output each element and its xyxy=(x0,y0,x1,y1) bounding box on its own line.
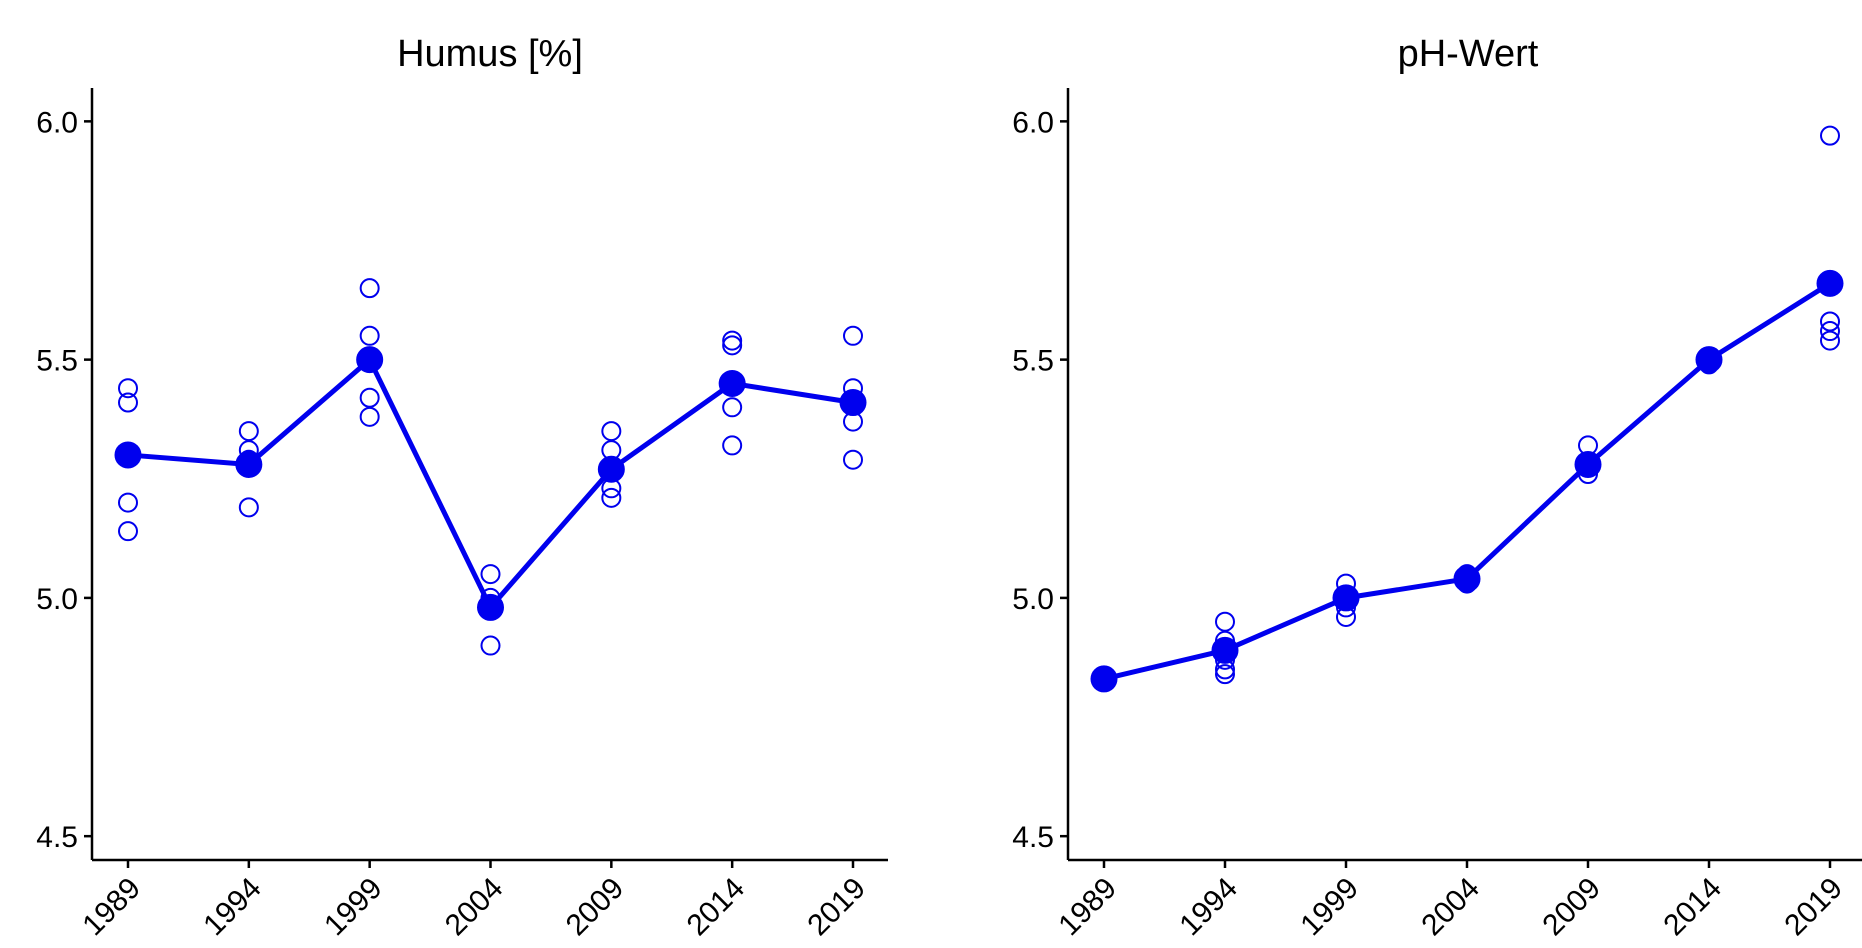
x-tick-label: 1994 xyxy=(197,872,268,943)
observation-point xyxy=(238,421,259,442)
mean-point xyxy=(1453,565,1481,593)
x-tick-label: 2004 xyxy=(439,872,510,943)
observation-point xyxy=(359,278,380,299)
mean-point xyxy=(597,455,625,483)
observation-point xyxy=(601,421,622,442)
y-tick-label: 5.5 xyxy=(36,345,78,378)
observation-point xyxy=(118,521,138,542)
y-tick-label: 5.5 xyxy=(1012,345,1054,378)
mean-point xyxy=(477,593,504,621)
observation-point xyxy=(359,325,380,346)
observation-point xyxy=(480,635,501,656)
observation-point xyxy=(1820,125,1840,146)
observation-point xyxy=(1820,321,1840,342)
observation-point xyxy=(1820,311,1840,332)
x-tick-label: 2019 xyxy=(1778,872,1849,943)
chart-title: Humus [%] xyxy=(397,33,583,75)
chart-title: pH-Wert xyxy=(1398,33,1539,75)
x-tick-label: 2014 xyxy=(681,872,752,943)
mean-point xyxy=(1090,665,1118,693)
y-tick-label: 5.0 xyxy=(1012,583,1054,616)
x-tick-label: 2004 xyxy=(1415,872,1486,943)
chart-panel-1: Humus [%] 4.5 5.0 5.5 6.0 1989 1994 1999 2004 200… xyxy=(36,33,888,942)
mean-point xyxy=(235,450,263,478)
y-tick-label: 4.5 xyxy=(1012,821,1054,854)
observation-point xyxy=(722,397,743,418)
x-tick-label: 1989 xyxy=(1052,872,1123,943)
observation-point xyxy=(722,330,743,351)
observation-point xyxy=(118,392,138,413)
series-line xyxy=(1103,281,1832,682)
mean-point xyxy=(1211,636,1239,664)
x-tick-label: 2019 xyxy=(801,872,872,943)
series-line xyxy=(127,357,854,610)
mean-point xyxy=(1574,450,1602,478)
x-tick-label: 1999 xyxy=(1294,872,1365,943)
mean-point xyxy=(356,346,384,374)
mean-point xyxy=(718,369,746,397)
x-tick-label: 2009 xyxy=(560,872,631,943)
mean-point xyxy=(114,441,142,469)
mean-point xyxy=(1816,269,1844,297)
observation-point xyxy=(1820,330,1840,351)
observation-point xyxy=(359,387,380,408)
mean-point xyxy=(1695,346,1723,374)
y-tick-label: 5.0 xyxy=(36,583,78,616)
observation-point xyxy=(601,487,622,508)
x-tick-label: 1989 xyxy=(76,872,147,943)
observation-point xyxy=(1215,664,1235,685)
observation-point xyxy=(843,449,863,470)
chart-panel-2: pH-Wert 4.5 5.0 5.5 6.0 1989 1994 1999 2004 2009 2… xyxy=(1012,33,1862,942)
y-tick-label: 6.0 xyxy=(36,106,78,139)
y-tick-label: 4.5 xyxy=(36,821,78,854)
observation-point xyxy=(722,435,743,456)
x-tick-label: 2014 xyxy=(1657,872,1728,943)
y-tick-label: 6.0 xyxy=(1012,106,1054,139)
x-tick-label: 1999 xyxy=(318,872,389,943)
x-tick-label: 2009 xyxy=(1536,872,1607,943)
observation-point xyxy=(238,497,259,518)
observation-point xyxy=(843,325,863,346)
observation-point xyxy=(722,335,743,356)
observation-point xyxy=(118,378,138,399)
observation-point xyxy=(480,564,501,585)
observation-point xyxy=(1215,611,1235,632)
x-tick-label: 1994 xyxy=(1173,872,1244,943)
mean-point xyxy=(1332,584,1360,612)
observation-point xyxy=(118,492,138,513)
observation-point xyxy=(359,406,380,427)
mean-point xyxy=(839,389,867,417)
